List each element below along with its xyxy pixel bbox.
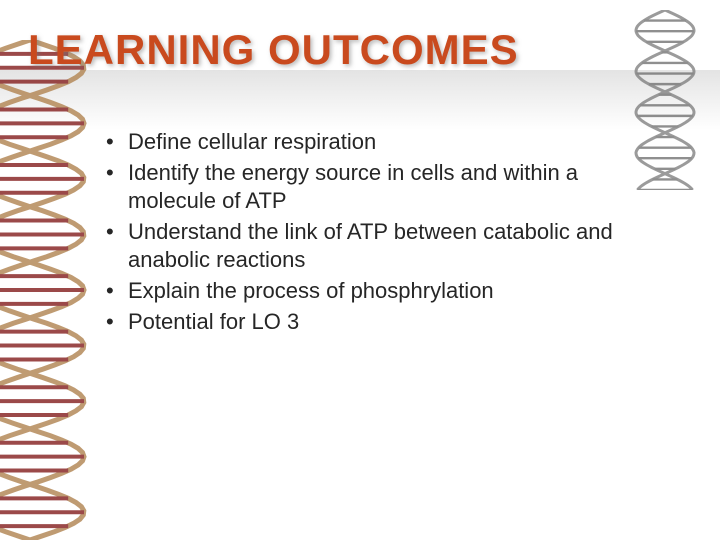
header-gradient-band xyxy=(0,70,720,130)
dna-helix-right-decoration xyxy=(630,10,700,190)
bullet-item: Understand the link of ATP between catab… xyxy=(100,218,640,275)
bullet-item: Potential for LO 3 xyxy=(100,308,640,337)
bullet-list: Define cellular respirationIdentify the … xyxy=(100,128,640,336)
bullet-list-container: Define cellular respirationIdentify the … xyxy=(100,128,640,338)
bullet-item: Identify the energy source in cells and … xyxy=(100,159,640,216)
bullet-item: Explain the process of phosphrylation xyxy=(100,277,640,306)
dna-helix-left-decoration xyxy=(0,40,90,540)
bullet-item: Define cellular respiration xyxy=(100,128,640,157)
slide-title: LEARNING OUTCOMES xyxy=(28,26,519,74)
